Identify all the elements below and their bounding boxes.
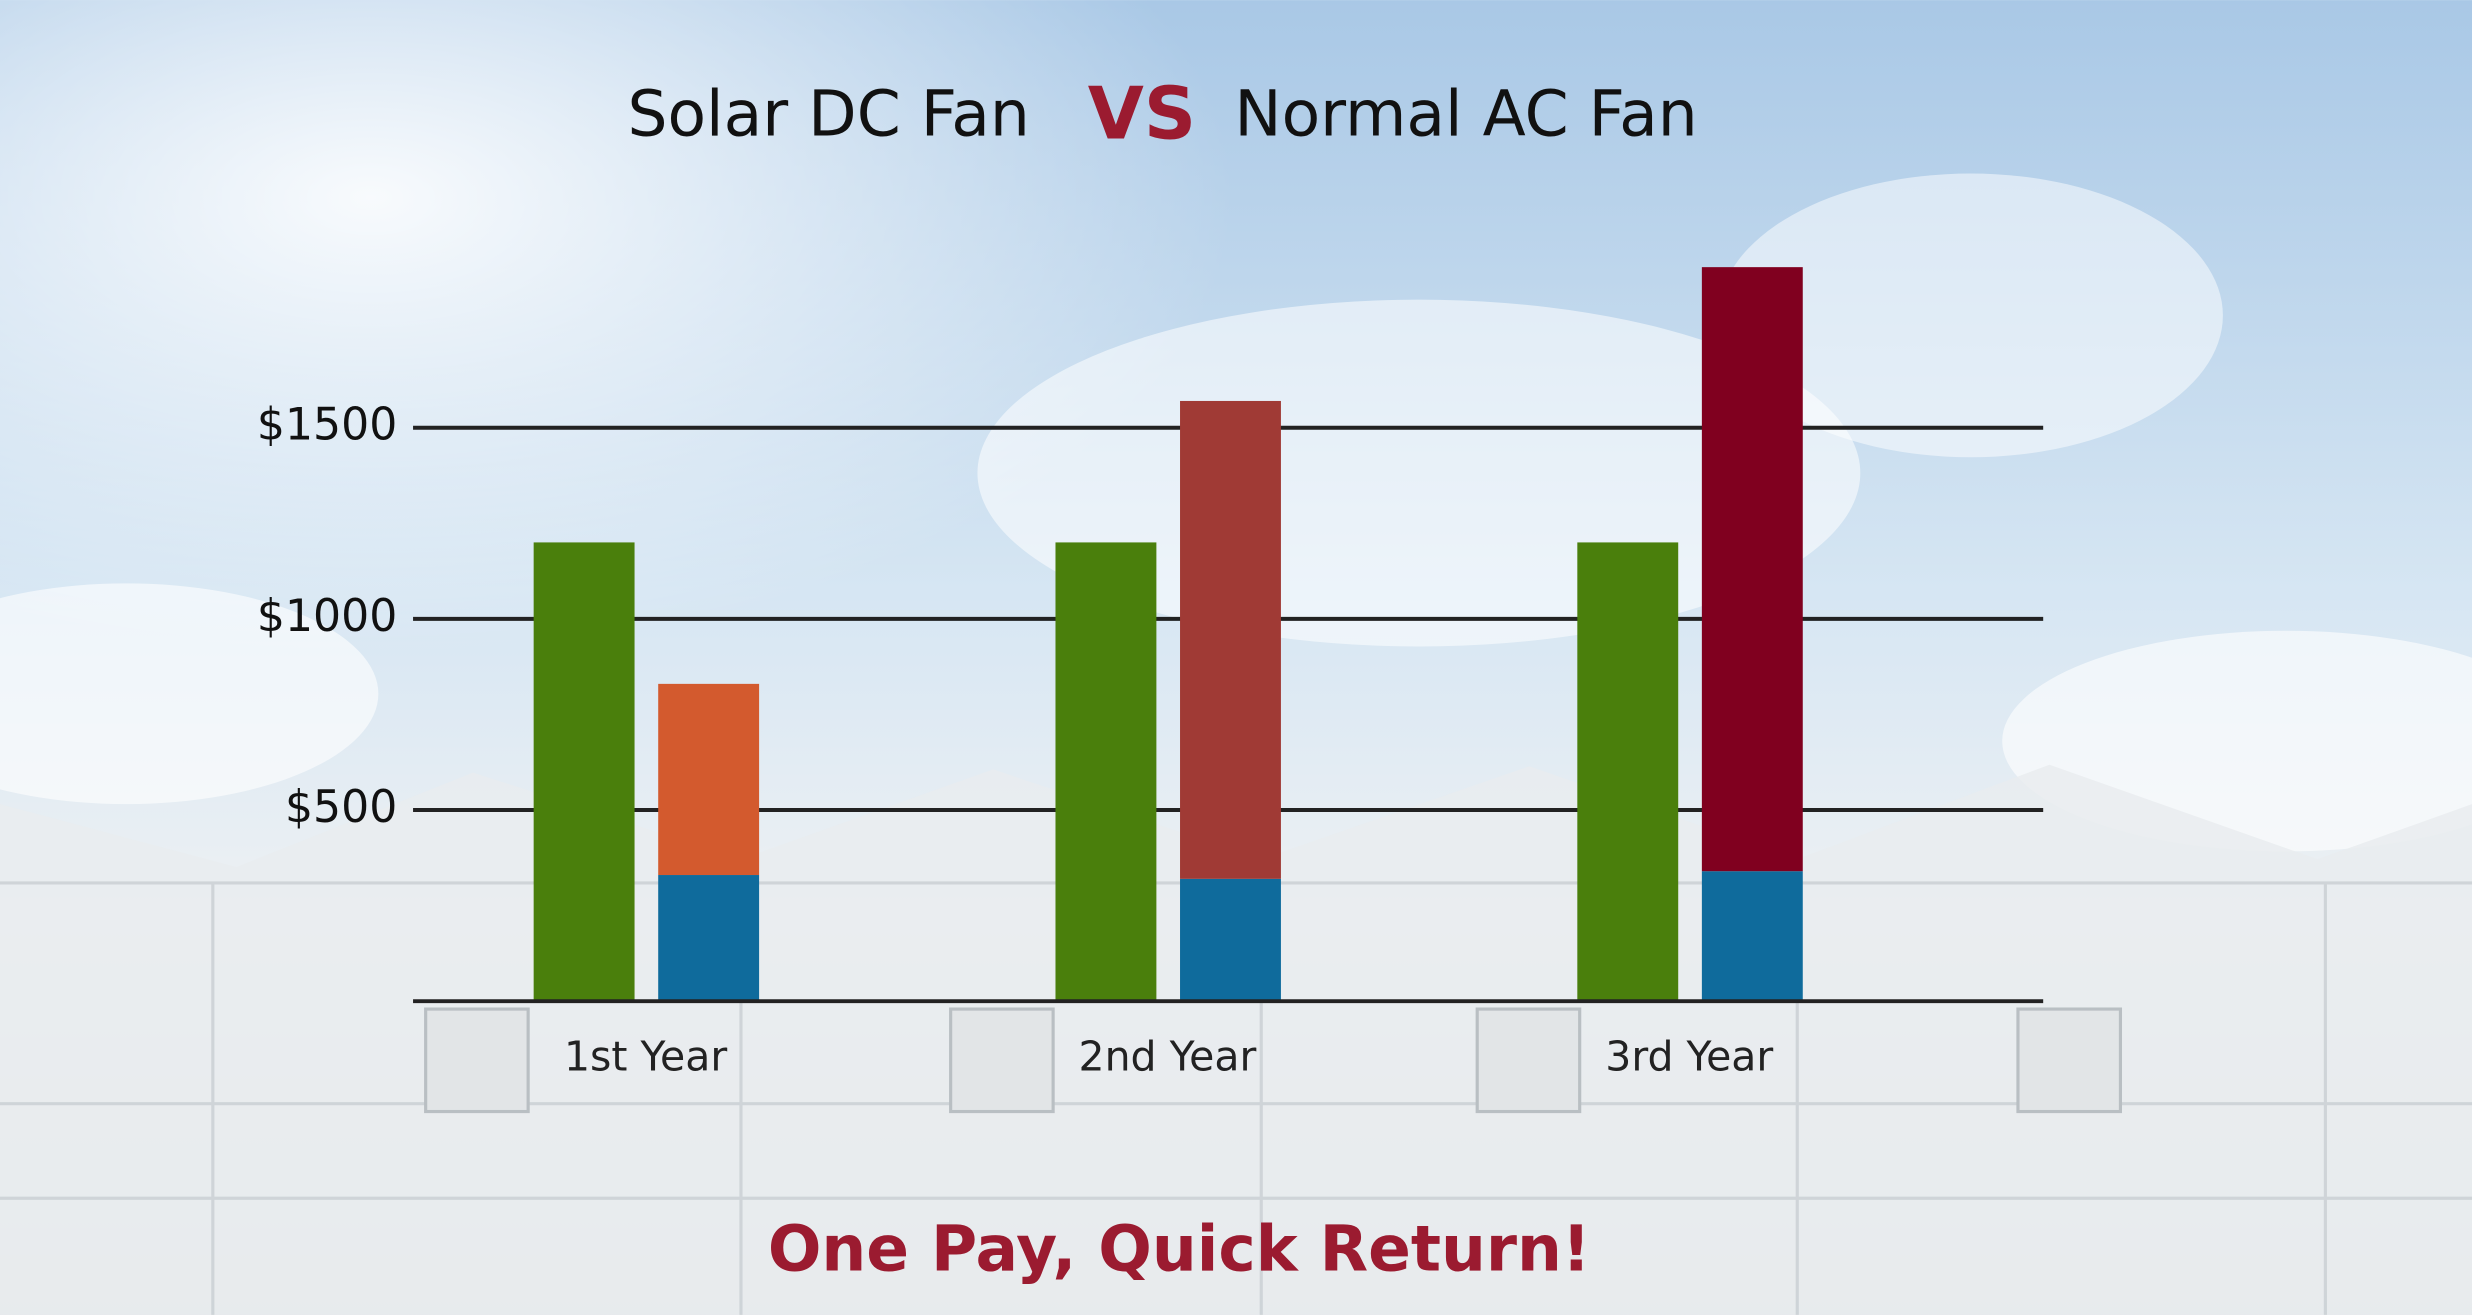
bar [1701, 267, 1803, 872]
bar [1180, 400, 1281, 879]
x-tick-label: 3rd Year [1605, 1033, 1773, 1081]
bar [658, 683, 760, 876]
bar [1577, 542, 1679, 1002]
title-left: Solar DC Fan [627, 76, 1029, 150]
footer: One Pay, Quick Return! [768, 1212, 1591, 1286]
bar [658, 875, 760, 1002]
bar [533, 542, 635, 1002]
y-tick-label: $1000 [257, 591, 397, 642]
x-tick-label: 1st Year [564, 1033, 727, 1081]
bar [1055, 542, 1157, 1002]
bar [1701, 871, 1803, 1002]
chart-title: Solar DC Fan VS Normal AC Fan [627, 72, 1697, 156]
title-vs: VS [1088, 72, 1196, 156]
y-tick-label: $1500 [257, 400, 397, 451]
title-right: Normal AC Fan [1234, 76, 1697, 150]
y-tick-label: $500 [285, 782, 397, 833]
bar [1180, 878, 1281, 1002]
x-tick-label: 2nd Year [1079, 1033, 1257, 1081]
